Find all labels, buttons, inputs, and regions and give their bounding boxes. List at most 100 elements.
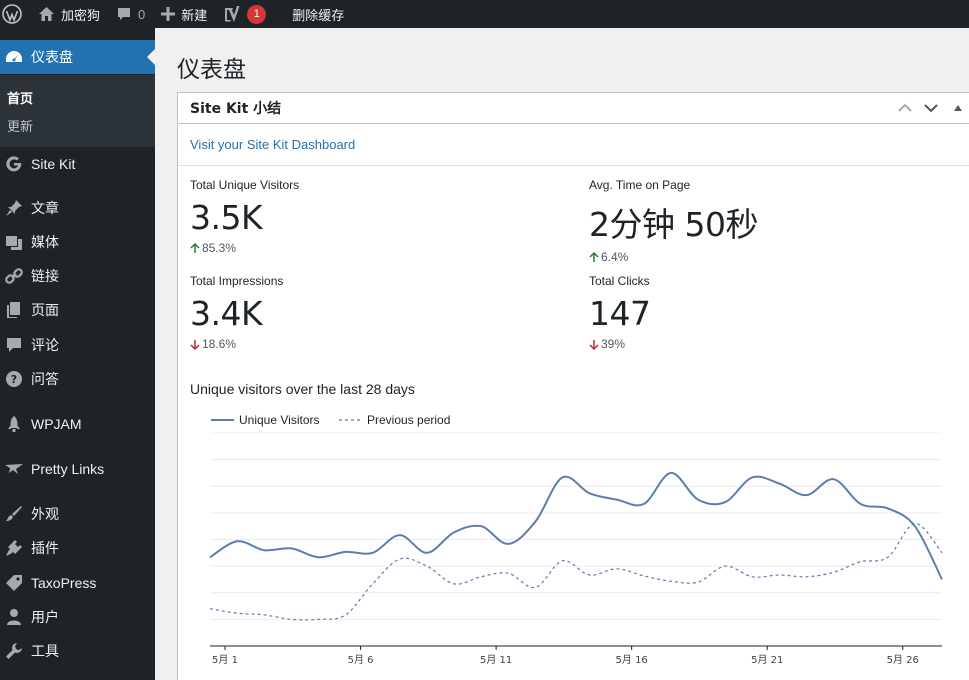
metric-total-impressions: Total Impressions 3.4K 18.6% [190,274,283,351]
sidebar-item-site-kit[interactable]: Site Kit [0,147,155,181]
purge-cache-link[interactable]: 删除缓存 [284,0,352,28]
media-icon [4,232,24,252]
pin-icon [4,198,24,218]
metric-change: 39% [589,337,651,351]
site-kit-dashboard-link[interactable]: Visit your Site Kit Dashboard [190,137,356,152]
sidebar-item-label: 用户 [31,609,59,625]
metric-change-value: 85.3% [202,241,237,255]
metric-value: 147 [589,294,651,333]
sidebar-item-label: 评论 [31,337,59,353]
metric-avg-time-on-page: Avg. Time on Page 2分钟 50秒 6.4% [589,178,758,264]
sidebar-item-plugins[interactable]: 插件 [0,531,155,565]
pretty-links-icon [4,459,24,479]
plus-icon [161,7,176,21]
metric-change: 18.6% [190,337,283,351]
metric-change: 85.3% [190,241,299,255]
purge-cache-label: 删除缓存 [292,7,345,23]
question-circle-icon: ? [4,369,24,389]
sidebar-item-pretty-links[interactable]: Pretty Links [0,452,155,486]
sidebar-item-wpjam[interactable]: WPJAM [0,407,155,441]
sidebar-item-label: 页面 [31,302,59,318]
caret-up-icon[interactable] [949,99,967,117]
legend-label-unique-visitors: Unique Visitors [239,413,319,427]
comments-link[interactable]: 0 [108,0,153,28]
site-name-link[interactable]: 加密狗 [30,0,108,28]
sidebar-item-questions[interactable]: ? 问答 [0,362,155,396]
sidebar-item-posts[interactable]: 文章 [0,191,155,225]
sidebar-item-tools[interactable]: 工具 [0,634,155,668]
metric-change: 6.4% [589,250,758,264]
sidebar-item-users[interactable]: 用户 [0,600,155,634]
x-tick-label: 5月 26 [887,654,919,666]
dashboard-icon [4,47,24,67]
metric-change-value: 6.4% [601,250,629,264]
comments-count: 0 [138,6,146,22]
metric-change-value: 18.6% [202,337,237,351]
sidebar-item-comments[interactable]: 评论 [0,328,155,362]
sidebar-item-label: Pretty Links [31,461,105,477]
x-tick-label: 5月 6 [348,654,374,666]
chart-legend: Unique Visitors Previous period [211,413,450,427]
new-content-link[interactable]: 新建 [153,0,215,28]
user-icon [4,607,24,627]
metric-value: 2分钟 50秒 [589,205,758,244]
yoast-menu[interactable]: 1 [215,0,274,28]
submenu-home[interactable]: 首页 [7,91,34,106]
widget-header: Site Kit 小结 [178,93,969,124]
sidebar-item-label: 外观 [31,506,59,522]
comment-icon [116,6,132,22]
sidebar-item-appearance[interactable]: 外观 [0,497,155,531]
chart-title: Unique visitors over the last 28 days [190,381,415,397]
paintbrush-icon [4,504,24,524]
metric-label: Total Impressions [190,274,284,288]
x-tick-label: 5月 11 [480,654,512,666]
sidebar-item-label: 插件 [31,540,59,556]
wrench-icon [4,641,24,661]
sidebar-item-label: 问答 [31,371,59,387]
metric-change-value: 39% [601,337,626,351]
series-line-previous-period [209,522,943,621]
site-kit-summary-widget: Site Kit 小结 Visit your Site Kit Dashboar… [177,92,969,680]
svg-text:?: ? [11,373,17,386]
new-label: 新建 [181,7,208,23]
sidebar-item-label: WPJAM [31,416,82,432]
link-icon [4,266,24,286]
sidebar-item-label: 链接 [31,268,59,284]
wordpress-logo-icon[interactable] [0,0,24,28]
arrow-up-icon [190,242,202,254]
legend-label-previous-period: Previous period [367,413,450,427]
metric-label: Total Clicks [589,274,650,288]
sidebar-item-label: Site Kit [31,156,76,172]
tag-icon [4,573,24,593]
widget-divider [178,165,969,166]
chevron-down-icon[interactable] [922,99,940,117]
x-tick-label: 5月 21 [751,654,783,666]
metric-unique-visitors: Total Unique Visitors 3.5K 85.3% [190,178,299,255]
home-icon [38,6,55,22]
sidebar-item-links[interactable]: 链接 [0,259,155,293]
rocket-icon [4,414,24,434]
admin-sidebar: 仪表盘 首页 更新 Site Kit 文章 媒体 链接 页面 [0,28,155,680]
sidebar-item-taxopress[interactable]: TaxoPress [0,566,155,600]
pages-icon [4,300,24,320]
dashboard-submenu: 首页 更新 [0,75,155,147]
submenu-updates[interactable]: 更新 [7,119,34,134]
sidebar-item-dashboard[interactable]: 仪表盘 [0,40,155,74]
arrow-down-icon [190,339,202,350]
plugin-icon [4,538,24,558]
sidebar-item-label: 媒体 [31,234,59,250]
sidebar-item-media[interactable]: 媒体 [0,225,155,259]
chevron-up-icon[interactable] [896,99,914,117]
admin-bar: 加密狗 0 新建 1 删除缓存 [0,0,969,28]
yoast-notification-badge: 1 [247,4,267,24]
metric-total-clicks: Total Clicks 147 39% [589,274,651,351]
series-line-unique-visitors [209,471,943,580]
unique-visitors-chart: Unique Visitors Previous period 5月 1 5月 6… [209,413,943,666]
sidebar-item-pages[interactable]: 页面 [0,293,155,327]
page-title: 仪表盘 [177,57,246,83]
x-tick-label: 5月 1 [212,654,238,666]
metric-label: Avg. Time on Page [589,178,691,192]
sidebar-item-label: TaxoPress [31,575,97,591]
google-g-icon [4,154,24,174]
arrow-down-icon [589,339,601,350]
